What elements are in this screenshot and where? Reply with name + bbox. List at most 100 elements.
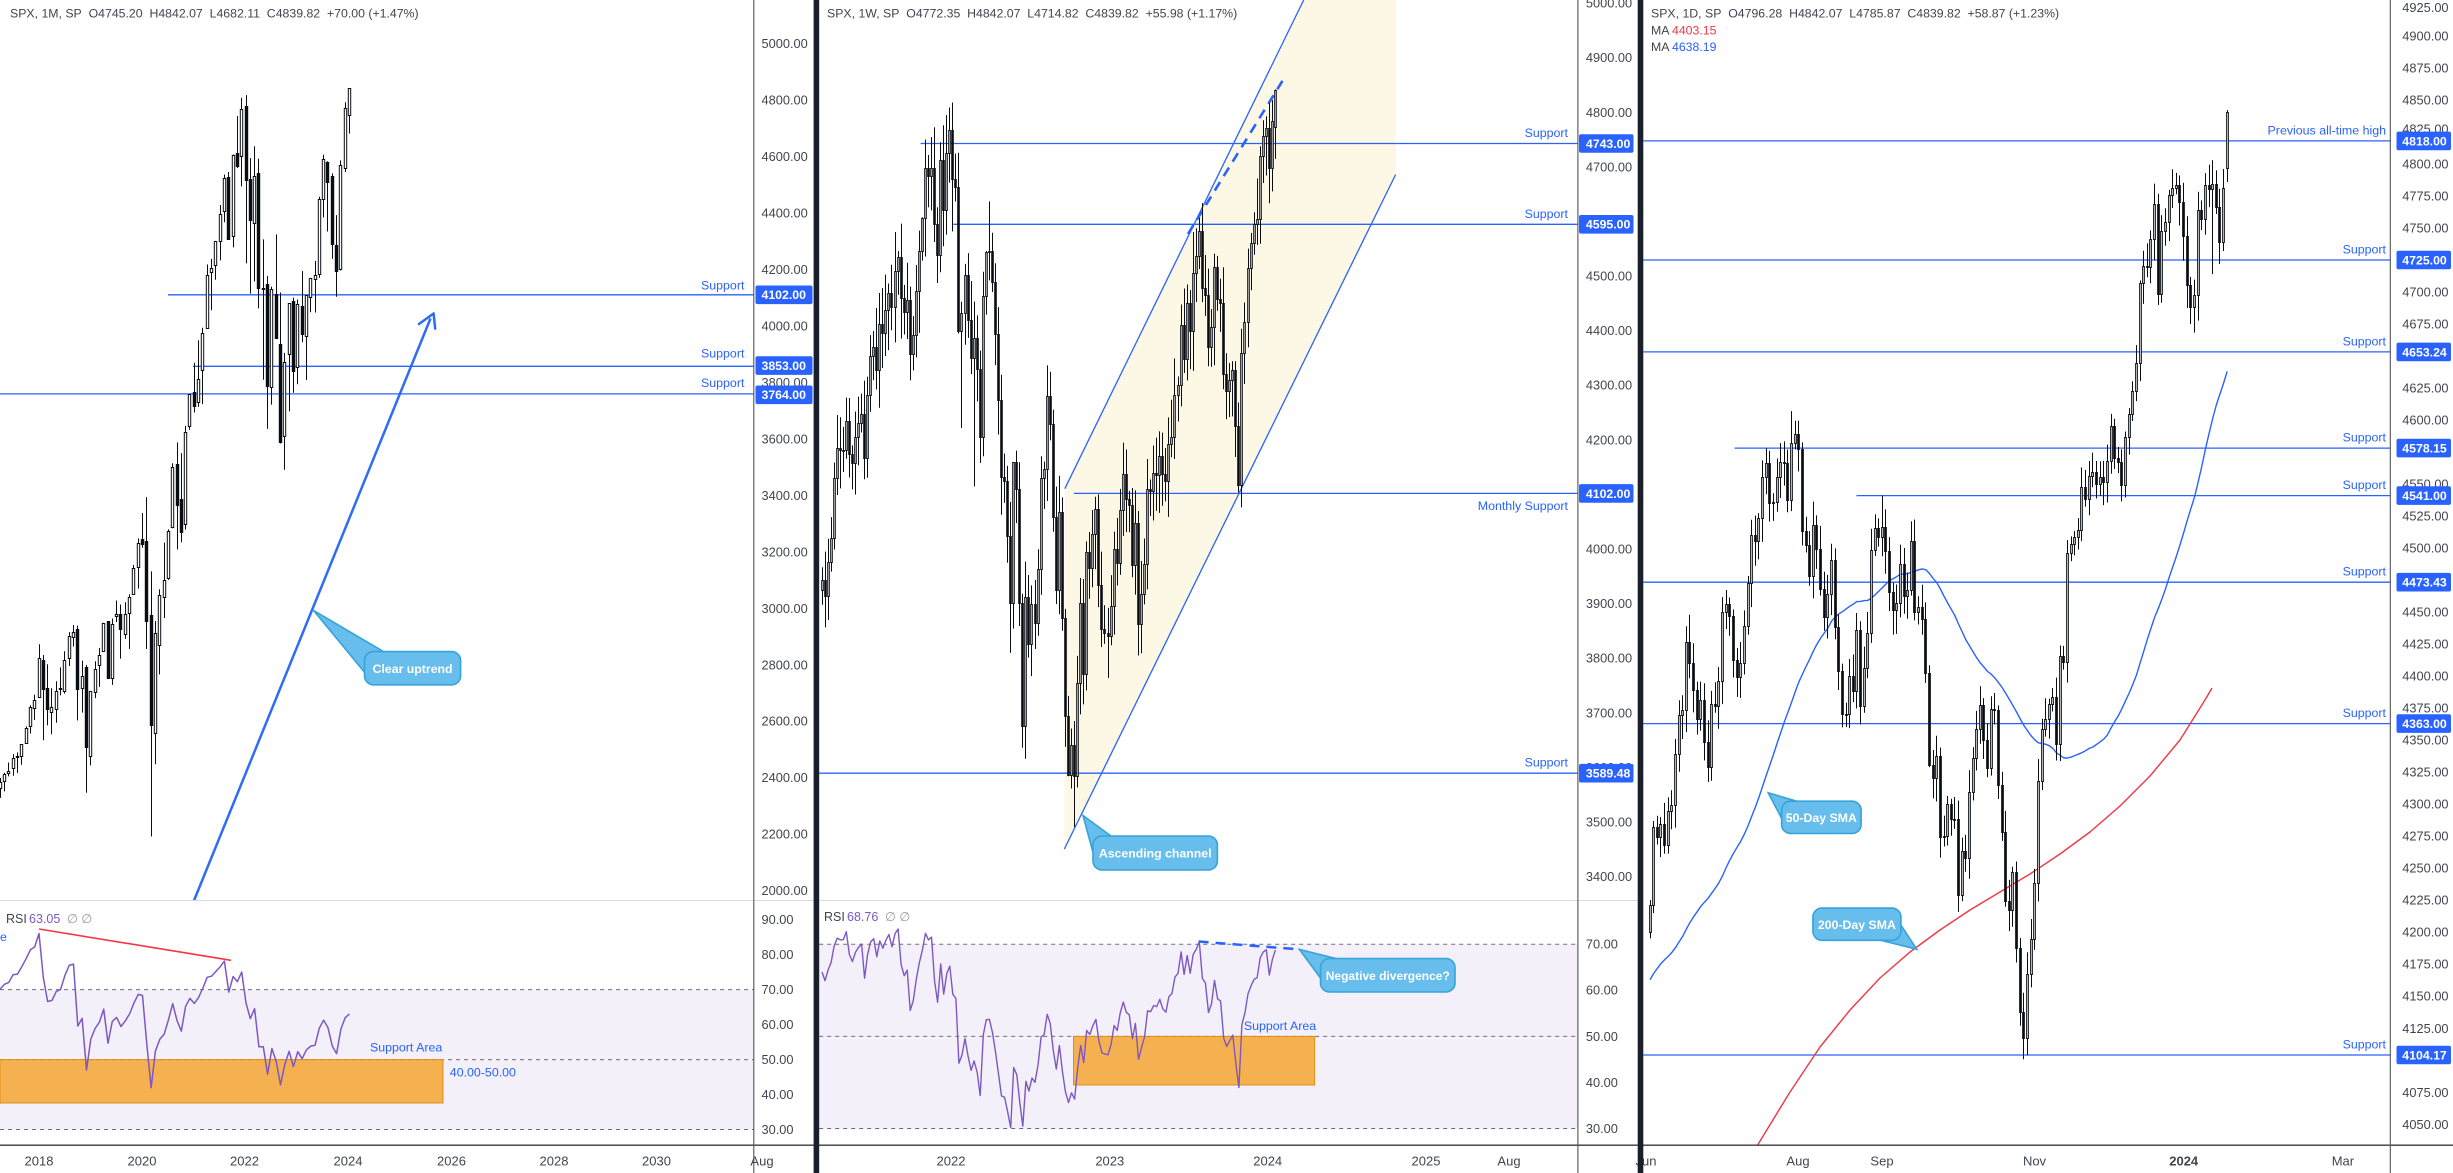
svg-text:2026: 2026 [437,1154,466,1169]
svg-text:Aug: Aug [1497,1154,1520,1169]
svg-text:2030: 2030 [642,1154,671,1169]
svg-text:60.00: 60.00 [1586,983,1618,998]
svg-text:90.00: 90.00 [762,912,794,927]
svg-text:2020: 2020 [128,1154,157,1169]
svg-text:4600.00: 4600.00 [762,149,808,164]
svg-text:Support: Support [2343,243,2387,257]
svg-text:Negative divergence?: Negative divergence? [1326,969,1450,983]
svg-text:3764.00: 3764.00 [762,388,807,402]
svg-text:SPX, 1W, SP O4772.35 H4842.0: SPX, 1W, SP O4772.35 H4842.07 L4714.82 C… [827,7,1237,21]
svg-text:40.00: 40.00 [1586,1075,1618,1090]
svg-text:4625.00: 4625.00 [2402,381,2448,396]
svg-text:4600.00: 4600.00 [2402,413,2448,428]
svg-text:Support: Support [2343,1038,2387,1052]
svg-text:4425.00: 4425.00 [2402,637,2448,652]
svg-text:e: e [0,930,7,944]
svg-text:30.00: 30.00 [1586,1121,1618,1136]
svg-text:70.00: 70.00 [1586,937,1618,952]
svg-text:4000.00: 4000.00 [762,319,808,334]
svg-text:3589.48: 3589.48 [1586,767,1631,781]
svg-text:80.00: 80.00 [762,947,794,962]
svg-text:Support: Support [2343,478,2387,492]
svg-text:5000.00: 5000.00 [762,36,808,51]
svg-text:4578.15: 4578.15 [2402,442,2447,456]
svg-text:4743.00: 4743.00 [1586,137,1631,151]
svg-text:Nov: Nov [2023,1154,2047,1169]
svg-text:40.00: 40.00 [762,1087,794,1102]
svg-text:2025: 2025 [1412,1154,1441,1169]
svg-text:3400.00: 3400.00 [762,488,808,503]
svg-text:4800.00: 4800.00 [2402,156,2448,171]
svg-text:2200.00: 2200.00 [762,827,808,842]
svg-text:∅ ∅: ∅ ∅ [885,910,910,924]
svg-text:30.00: 30.00 [762,1122,794,1137]
svg-text:4450.00: 4450.00 [2402,605,2448,620]
svg-text:Mar: Mar [2332,1154,2355,1169]
svg-text:40.00-50.00: 40.00-50.00 [450,1066,516,1080]
svg-text:70.00: 70.00 [762,982,794,997]
svg-text:2024: 2024 [2169,1154,2199,1169]
svg-text:4595.00: 4595.00 [1586,218,1631,232]
svg-text:4900.00: 4900.00 [2402,28,2448,43]
svg-text:4653.24: 4653.24 [2402,345,2447,359]
svg-text:4800.00: 4800.00 [762,93,808,108]
svg-text:Aug: Aug [750,1154,773,1169]
svg-text:3200.00: 3200.00 [762,544,808,559]
svg-text:4400.00: 4400.00 [762,206,808,221]
svg-text:4050.00: 4050.00 [2402,1117,2448,1132]
svg-text:4150.00: 4150.00 [2402,989,2448,1004]
svg-text:4400.00: 4400.00 [2402,669,2448,684]
svg-text:4300.00: 4300.00 [1586,378,1632,393]
svg-text:3500.00: 3500.00 [1586,815,1632,830]
svg-text:4500.00: 4500.00 [1586,269,1632,284]
svg-text:4200.00: 4200.00 [762,262,808,277]
svg-text:4300.00: 4300.00 [2402,797,2448,812]
svg-text:MA: MA [1651,24,1670,38]
svg-text:2023: 2023 [1095,1154,1124,1169]
svg-text:3600.00: 3600.00 [762,431,808,446]
svg-text:Sep: Sep [1870,1154,1893,1169]
svg-text:2600.00: 2600.00 [762,714,808,729]
svg-text:4775.00: 4775.00 [2402,188,2448,203]
svg-text:63.05: 63.05 [29,912,60,926]
svg-text:2024: 2024 [334,1154,363,1169]
svg-text:3000.00: 3000.00 [762,601,808,616]
svg-text:4541.00: 4541.00 [2402,489,2447,503]
svg-text:4700.00: 4700.00 [1586,159,1632,174]
svg-text:50.00: 50.00 [1586,1029,1618,1044]
svg-text:68.76: 68.76 [847,910,878,924]
svg-text:Support Area: Support Area [1244,1019,1316,1033]
svg-text:Support: Support [701,376,745,390]
svg-text:50.00: 50.00 [762,1052,794,1067]
svg-text:2024: 2024 [1253,1154,1282,1169]
svg-text:Aug: Aug [1786,1154,1809,1169]
svg-text:2400.00: 2400.00 [762,770,808,785]
svg-text:3700.00: 3700.00 [1586,705,1632,720]
svg-text:Ascending channel: Ascending channel [1099,847,1212,861]
svg-text:4200.00: 4200.00 [1586,432,1632,447]
svg-text:Support: Support [1525,126,1569,140]
svg-text:4250.00: 4250.00 [2402,861,2448,876]
svg-text:4500.00: 4500.00 [2402,541,2448,556]
svg-text:2028: 2028 [540,1154,569,1169]
svg-text:Support: Support [1525,756,1569,770]
svg-text:4125.00: 4125.00 [2402,1021,2448,1036]
svg-text:Previous all-time high: Previous all-time high [2268,123,2387,137]
svg-text:200-Day SMA: 200-Day SMA [1818,918,1896,932]
svg-text:4925.00: 4925.00 [2402,0,2448,15]
svg-text:60.00: 60.00 [762,1017,794,1032]
svg-text:3800.00: 3800.00 [1586,651,1632,666]
svg-text:4400.00: 4400.00 [1586,323,1632,338]
svg-text:4075.00: 4075.00 [2402,1085,2448,1100]
svg-text:SPX, 1M, SP O4745.20 H4842.0: SPX, 1M, SP O4745.20 H4842.07 L4682.11 C… [10,7,419,21]
svg-text:Support: Support [2343,565,2387,579]
svg-text:2800.00: 2800.00 [762,657,808,672]
svg-text:Support: Support [2343,431,2387,445]
svg-text:4200.00: 4200.00 [2402,925,2448,940]
svg-text:4350.00: 4350.00 [2402,733,2448,748]
svg-text:∅ ∅: ∅ ∅ [67,912,92,926]
svg-text:50-Day SMA: 50-Day SMA [1786,811,1857,825]
svg-text:4363.00: 4363.00 [2402,717,2447,731]
svg-text:Support: Support [2343,706,2387,720]
svg-text:4700.00: 4700.00 [2402,284,2448,299]
